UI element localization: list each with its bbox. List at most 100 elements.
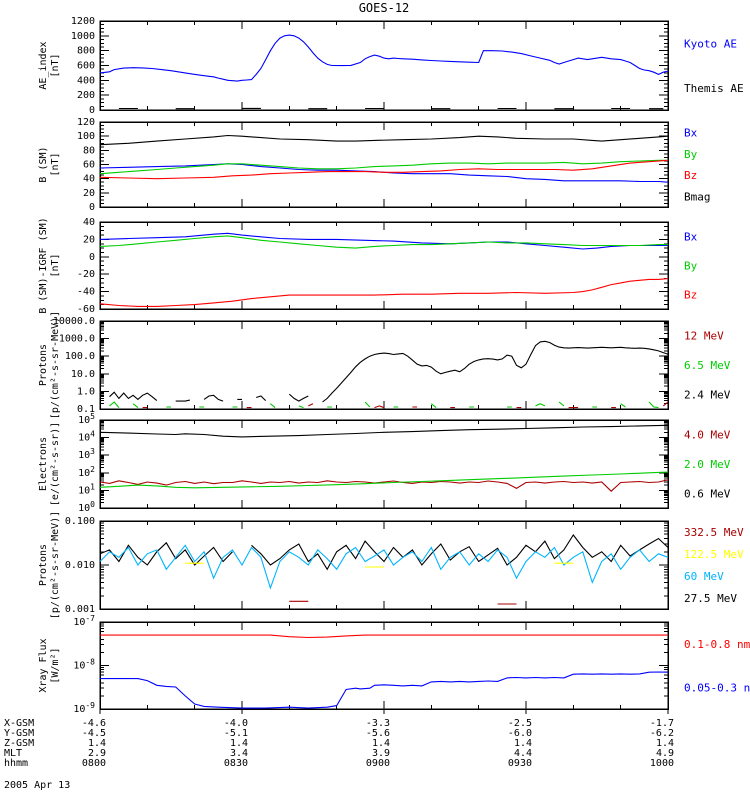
panel-xray-flux: 10-9 10-8 10-7 Xray Flux [W/m²] 0.1-0.8 nm 0.0… [38, 614, 750, 715]
y-axis-label: B (SM)-IGRF (SM) [38, 217, 49, 313]
series-group [100, 424, 668, 492]
series-332.5-mev [289, 600, 517, 605]
footer-date: 2005 Apr 13 [4, 780, 70, 791]
y-tick-label: 20 [83, 234, 95, 245]
axis-ticks [99, 621, 669, 714]
series-2.0-mev [100, 471, 668, 489]
footer-value: -1.7 [650, 718, 674, 729]
legend-27.5-mev: 27.5 MeV [684, 592, 737, 605]
footer-value: 4.4 [514, 748, 532, 759]
panel-protons-low: 0.1 1.0 10.0 100.0 1000.0 10000.0 Protons [p/(c… [38, 311, 731, 419]
footer-value: 0800 [82, 758, 106, 769]
panel-border [99, 20, 669, 111]
y-tick-label: 105 [78, 412, 95, 426]
series-6.5-mev [109, 401, 659, 409]
y-axis-units: [e/(cm²-s-sr)] [50, 422, 61, 506]
y-axis-label: AE_index [38, 41, 49, 89]
series-bz [100, 159, 668, 180]
y-tick-label: 10-8 [73, 658, 95, 672]
footer-value: 3.4 [230, 748, 248, 759]
footer-value: -2.5 [508, 718, 532, 729]
footer-value: -5.6 [366, 728, 390, 739]
footer: X-GSMY-GSMZ-GSMMLThhmm-4.6-4.51.42.90800… [4, 718, 674, 791]
panel-border [99, 320, 669, 410]
legend-332.5-mev: 332.5 MeV [684, 526, 744, 539]
y-tick-label: 102 [78, 465, 95, 479]
y-tick-label: -20 [77, 269, 95, 280]
series-4.0-mev [100, 479, 668, 492]
panel-protons-high: 0.001 0.010 0.100 Protons [p/(cm²-s-sr-MeV)]… [38, 511, 744, 619]
panel-border [99, 520, 669, 610]
y-tick-label: 60 [83, 160, 95, 171]
panel-b-sm-igrf: -60 -40 -20 0 20 40 B (SM)-IGRF (SM) [nT] Bx By Bz [38, 217, 698, 315]
y-tick-label: 0 [89, 105, 95, 116]
footer-value: 0930 [508, 758, 532, 769]
y-tick-label: 0 [89, 252, 95, 263]
y-tick-label: 10000.0 [53, 316, 95, 327]
y-tick-label: 104 [78, 430, 95, 444]
legend-by: By [684, 260, 698, 273]
y-tick-label: 0 [89, 202, 95, 213]
footer-value: -5.1 [224, 728, 248, 739]
panel-ae-index: 0 200 400 600 800 1000 1200 AE_index [nT] Kyoto A… [38, 16, 744, 116]
y-tick-label: 100 [77, 131, 95, 142]
legend-6.5-mev: 6.5 MeV [684, 359, 731, 372]
panel-border [99, 419, 669, 509]
series-group [100, 34, 668, 110]
footer-row-label-hhmm: hhmm [4, 758, 28, 769]
y-axis-units: [nT] [50, 253, 61, 277]
y-tick-label: 0.1 [77, 404, 95, 415]
y-tick-label: 0.001 [65, 604, 95, 615]
series-group [100, 134, 668, 183]
axis-ticks [100, 320, 668, 410]
footer-value: -3.3 [366, 718, 390, 729]
legend-kyoto-ae: Kyoto AE [684, 37, 737, 50]
y-axis-units: [nT] [50, 53, 61, 77]
legend-12-mev: 12 MeV [684, 330, 724, 343]
y-axis-label: Protons [38, 344, 49, 386]
y-tick-label: 400 [77, 75, 95, 86]
y-tick-label: 1000 [71, 31, 95, 42]
legend-2.0-mev: 2.0 MeV [684, 458, 731, 471]
y-axis-units: [p/(cm²-s-sr-MeV)] [50, 311, 61, 419]
footer-value: -4.5 [82, 728, 106, 739]
y-tick-label: 1000.0 [59, 334, 95, 345]
axis-ticks [100, 221, 668, 310]
legend-2.4-mev: 2.4 MeV [684, 388, 731, 401]
y-axis-label: Xray Flux [38, 638, 49, 692]
footer-value: 1.4 [656, 738, 674, 749]
footer-value: -6.0 [508, 728, 532, 739]
footer-row-label-mlt: MLT [4, 748, 22, 759]
series-12-mev [142, 401, 668, 409]
axis-ticks [100, 419, 668, 509]
panel-border [99, 121, 669, 208]
legend-by: By [684, 148, 698, 161]
y-tick-label: 101 [78, 482, 95, 496]
y-tick-label: 20 [83, 188, 95, 199]
y-tick-label: 200 [77, 90, 95, 101]
series-group [109, 340, 668, 409]
legend-bz: Bz [684, 289, 697, 302]
series-group [100, 634, 668, 709]
y-tick-label: 0.100 [65, 516, 95, 527]
footer-row-label-y-gsm: Y-GSM [4, 728, 34, 739]
footer-value: 1.4 [372, 738, 390, 749]
series-0.05-0.3-nm [100, 671, 668, 709]
y-axis-units: [W/m²] [50, 647, 61, 683]
series-by [100, 235, 668, 249]
plot-title: GOES-12 [358, 1, 410, 15]
panel-electrons: 100 101 102 103 104 105 Electrons [e/(cm²-s-sr)… [38, 412, 731, 514]
series-0.1-0.8-nm [100, 634, 668, 639]
y-axis-units: [p/(cm²-s-sr-MeV)] [50, 511, 61, 619]
legend-bz: Bz [684, 169, 697, 182]
legend-60-mev: 60 MeV [684, 570, 724, 583]
series-bx [100, 232, 668, 250]
legend-0.1-0.8-nm: 0.1-0.8 nm [684, 638, 750, 651]
y-tick-label: 600 [77, 61, 95, 72]
axis-ticks [100, 20, 668, 111]
footer-row-label-x-gsm: X-GSM [4, 718, 34, 729]
panel-b-sm: 0 20 40 60 80 100 120 B (SM) [nT] Bx By Bz Bmag [38, 117, 711, 213]
y-tick-label: 1.0 [77, 386, 95, 397]
